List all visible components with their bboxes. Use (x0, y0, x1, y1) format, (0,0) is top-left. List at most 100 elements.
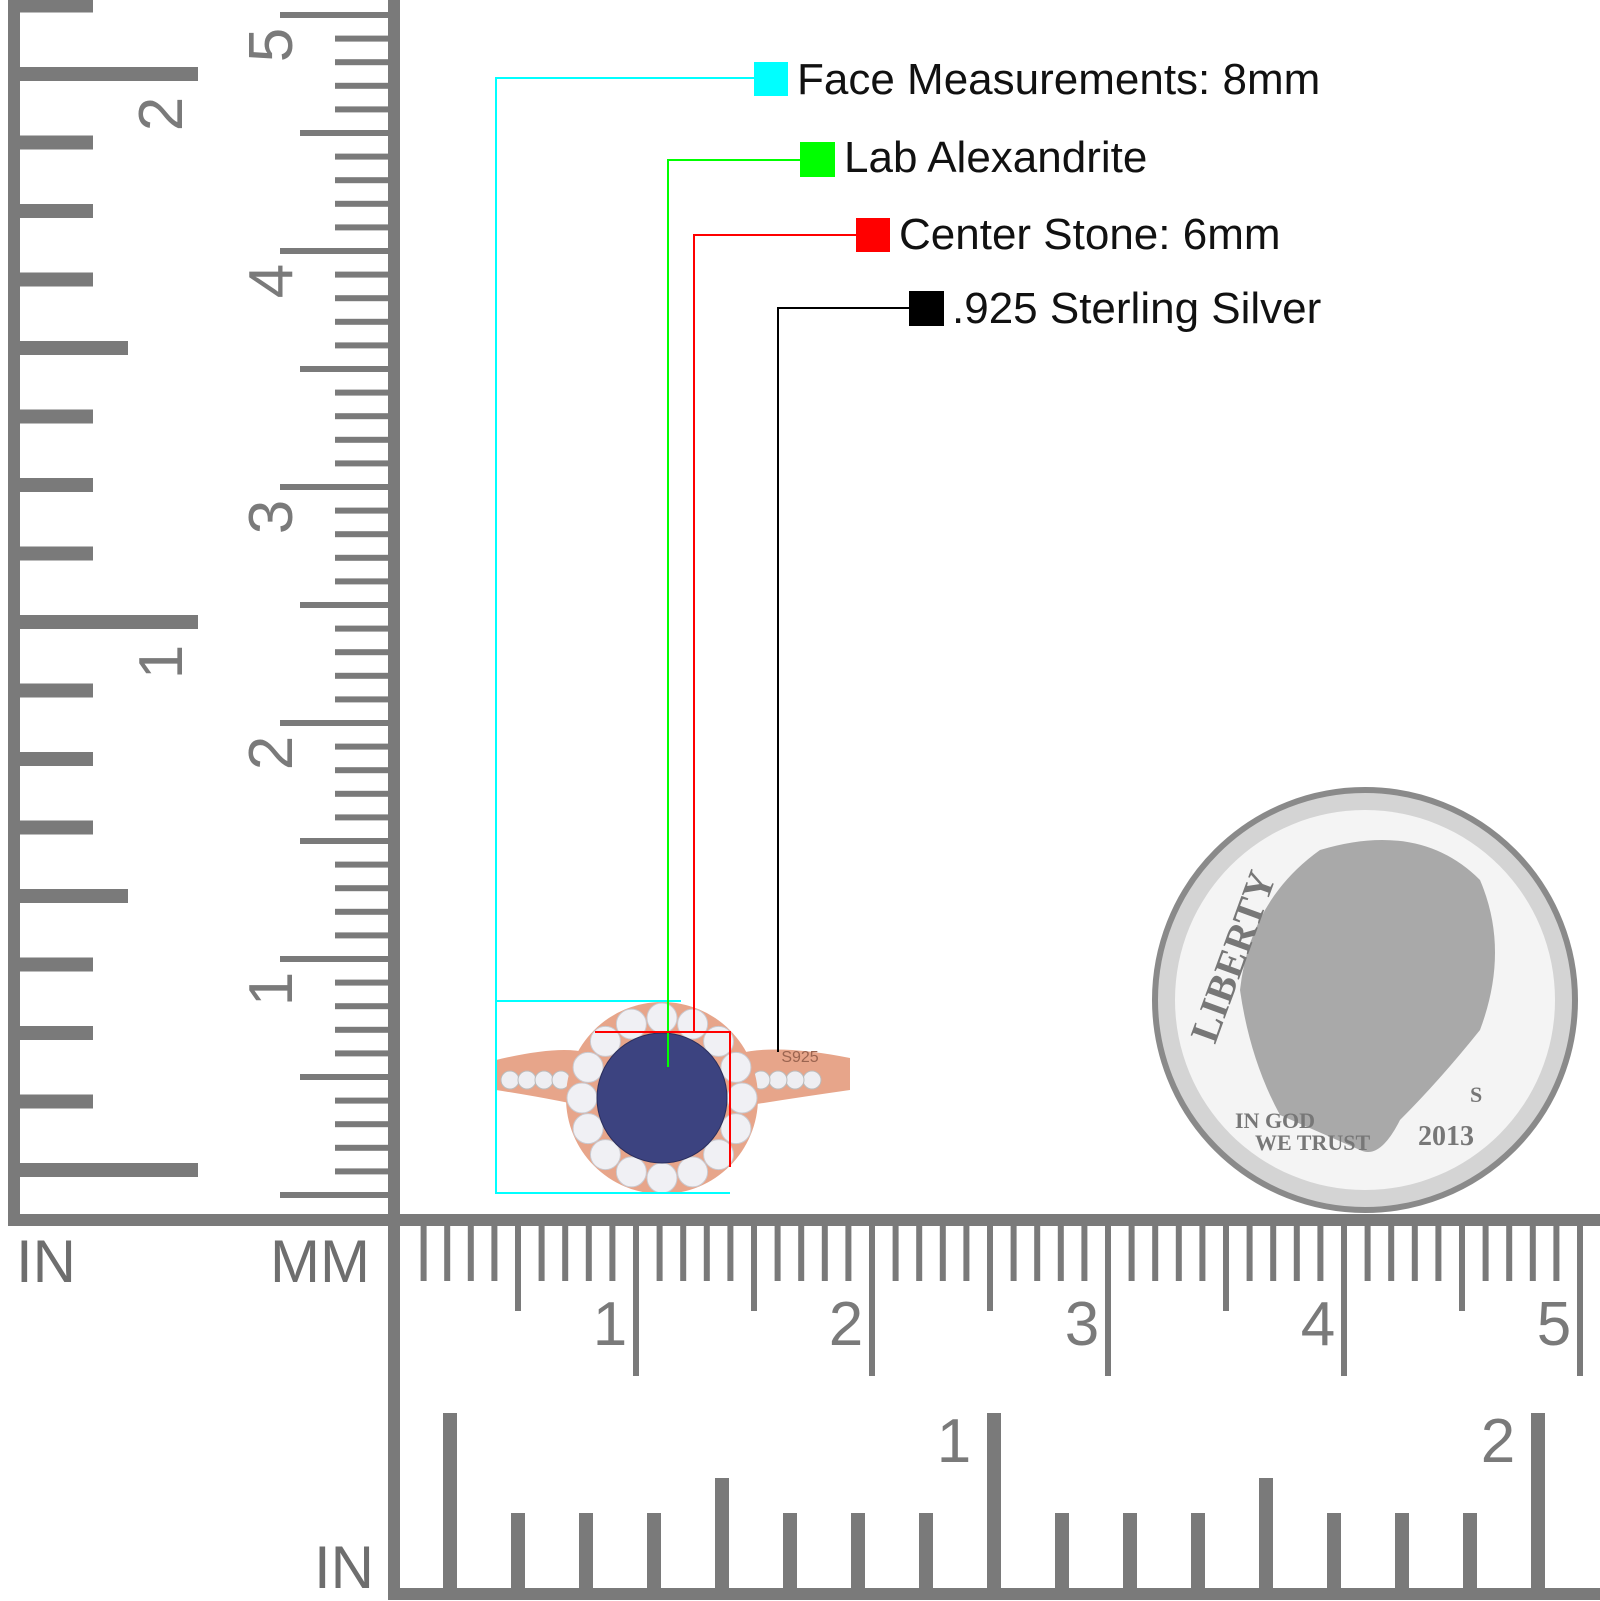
band-diamond (785, 1070, 805, 1090)
inch-number: 1 (937, 1407, 971, 1476)
mm-tick (963, 1226, 970, 1281)
mm-tick (335, 814, 390, 821)
inch-tick (987, 1413, 1001, 1588)
callout-label-face: Face Measurements: 8mm (797, 55, 1321, 104)
mm-tick (300, 1074, 390, 1080)
cm-number: 5 (1537, 1290, 1571, 1359)
mm-tick (335, 932, 390, 939)
inch-tick (1531, 1413, 1545, 1588)
inch-tick (1055, 1513, 1069, 1588)
inch-tick (1463, 1513, 1477, 1588)
inch-tick (8, 1026, 93, 1040)
coin-motto: IN GOD (1235, 1108, 1315, 1133)
cm-number: 2 (829, 1290, 863, 1359)
halo-diamond (615, 1156, 647, 1188)
inch-tick (8, 1163, 198, 1177)
mm-tick (335, 177, 390, 184)
left-inch-unit-label: IN (16, 1228, 76, 1295)
mm-tick (1577, 1226, 1583, 1376)
mm-tick (1411, 1226, 1418, 1281)
mm-tick (1175, 1226, 1182, 1281)
mm-tick (987, 1226, 993, 1311)
halo-diamond (589, 1025, 621, 1057)
green-legend-square (800, 142, 835, 177)
bottom-ruler-edge (388, 1588, 1600, 1600)
mm-tick (609, 1226, 616, 1281)
inch-tick (1259, 1478, 1273, 1588)
mm-tick (335, 106, 390, 113)
stone-type-line (667, 159, 835, 1067)
band-diamond (500, 1070, 520, 1090)
inch-tick (8, 478, 93, 492)
mm-tick (1152, 1226, 1159, 1281)
mm-tick (335, 460, 390, 467)
mm-tick (335, 342, 390, 349)
mm-tick (335, 35, 390, 42)
mm-tick (335, 200, 390, 207)
mm-tick (1010, 1226, 1017, 1281)
mm-tick (633, 1226, 639, 1376)
inch-tick (1123, 1513, 1137, 1588)
band-diamond (517, 1070, 537, 1090)
halo-diamond (615, 1008, 647, 1040)
mm-tick (1270, 1226, 1277, 1281)
mm-tick (727, 1226, 734, 1281)
halo-diamond (720, 1113, 752, 1145)
mm-tick (798, 1226, 805, 1281)
mm-tick (335, 1097, 390, 1104)
callout-label-metal: .925 Sterling Silver (952, 284, 1322, 333)
inch-tick (511, 1513, 525, 1588)
mm-tick (335, 389, 390, 396)
inch-tick (8, 0, 93, 13)
mm-tick (335, 295, 390, 302)
mm-tick (335, 1144, 390, 1151)
black-legend-square (909, 291, 944, 326)
mm-tick (491, 1226, 498, 1281)
inch-tick (919, 1513, 933, 1588)
mm-tick (335, 224, 390, 231)
band-diamond (802, 1070, 822, 1090)
halo-diamond (572, 1113, 604, 1145)
mm-tick (1034, 1226, 1041, 1281)
mm-tick (335, 861, 390, 868)
inch-tick (8, 889, 128, 903)
coin-mint-mark: S (1470, 1082, 1482, 1107)
mm-tick (420, 1226, 427, 1281)
inch-tick (647, 1513, 661, 1588)
mm-tick (538, 1226, 545, 1281)
mm-tick (280, 12, 390, 18)
mm-tick (1246, 1226, 1253, 1281)
mm-tick (280, 248, 390, 254)
mm-tick (335, 696, 390, 703)
coin-motto: WE TRUST (1255, 1130, 1370, 1155)
center-stone-line (595, 1031, 731, 1167)
mm-tick (845, 1226, 852, 1281)
mm-tick (280, 956, 390, 962)
mm-tick (869, 1226, 875, 1376)
mm-tick (1529, 1226, 1536, 1281)
red-legend-square (856, 218, 890, 252)
mm-tick (335, 271, 390, 278)
mm-tick (335, 507, 390, 514)
mm-tick (300, 838, 390, 844)
mm-tick (335, 672, 390, 679)
mm-tick (335, 554, 390, 561)
mm-tick (300, 130, 390, 136)
mm-tick (1293, 1226, 1300, 1281)
mm-tick (656, 1226, 663, 1281)
mm-tick (821, 1226, 828, 1281)
mm-tick (280, 484, 390, 490)
inch-tick (1191, 1513, 1205, 1588)
halo-diamond (589, 1139, 621, 1171)
inch-tick (1327, 1513, 1341, 1588)
inch-tick (1395, 1513, 1409, 1588)
mm-tick (1105, 1226, 1111, 1376)
mm-tick (335, 1026, 390, 1033)
mm-tick (774, 1226, 781, 1281)
inch-tick (8, 820, 93, 835)
face-measurement-line (495, 77, 788, 1194)
halo-diamond (726, 1082, 758, 1114)
mm-tick (1081, 1226, 1088, 1281)
halo-diamond (677, 1156, 709, 1188)
mm-tick (1341, 1226, 1347, 1376)
